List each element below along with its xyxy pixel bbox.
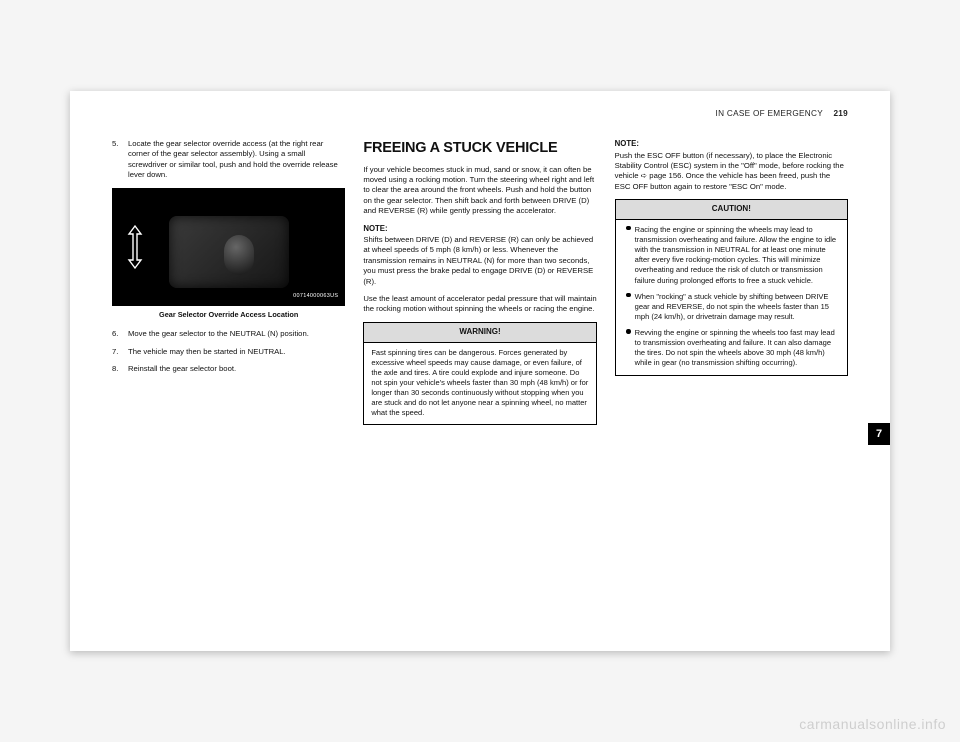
shifter-graphic — [224, 235, 254, 275]
step-text: Move the gear selector to the NEUTRAL (N… — [128, 329, 345, 339]
gear-selector-figure: 00714000063US — [112, 188, 345, 306]
step-5: 5. Locate the gear selector override acc… — [112, 139, 345, 181]
column-3: NOTE: Push the ESC OFF button (if necess… — [615, 139, 848, 579]
bullet-icon — [623, 225, 635, 286]
bullet-icon — [623, 328, 635, 369]
paragraph: If your vehicle becomes stuck in mud, sa… — [363, 165, 596, 217]
chapter-tab: 7 — [868, 423, 890, 445]
note-label: NOTE: — [363, 224, 596, 235]
step-7: 7. The vehicle may then be started in NE… — [112, 347, 345, 357]
caution-item: Revving the engine or spinning the wheel… — [623, 328, 840, 369]
motion-arrow-icon — [124, 222, 146, 272]
caution-item: When "rocking" a stuck vehicle by shifti… — [623, 292, 840, 322]
note-label: NOTE: — [615, 139, 848, 150]
page-number: 219 — [833, 109, 848, 118]
step-text: Reinstall the gear selector boot. — [128, 364, 345, 374]
figure-code: 00714000063US — [290, 292, 341, 301]
caution-text: Racing the engine or spinning the wheels… — [635, 225, 840, 286]
step-text: The vehicle may then be started in NEUTR… — [128, 347, 345, 357]
caution-box: CAUTION! Racing the engine or spinning t… — [615, 199, 848, 375]
step-number: 8. — [112, 364, 128, 374]
step-text: Locate the gear selector override access… — [128, 139, 345, 181]
column-1: 5. Locate the gear selector override acc… — [112, 139, 345, 579]
paragraph: Use the least amount of accelerator peda… — [363, 294, 596, 315]
step-number: 5. — [112, 139, 128, 181]
figure-caption: Gear Selector Override Access Location — [112, 310, 345, 320]
step-number: 6. — [112, 329, 128, 339]
manual-page: IN CASE OF EMERGENCY 219 5. Locate the g… — [70, 91, 890, 651]
caution-item: Racing the engine or spinning the wheels… — [623, 225, 840, 286]
step-number: 7. — [112, 347, 128, 357]
note-text: Shifts between DRIVE (D) and REVERSE (R)… — [363, 235, 596, 287]
steps-list-a: 5. Locate the gear selector override acc… — [112, 139, 345, 181]
caution-header: CAUTION! — [615, 199, 848, 219]
page-header: IN CASE OF EMERGENCY 219 — [716, 109, 848, 118]
bullet-icon — [623, 292, 635, 322]
watermark: carmanualsonline.info — [799, 716, 946, 732]
warning-body: Fast spinning tires can be dangerous. Fo… — [363, 342, 596, 426]
steps-list-b: 6. Move the gear selector to the NEUTRAL… — [112, 329, 345, 374]
section-heading: FREEING A STUCK VEHICLE — [363, 139, 596, 159]
step-8: 8. Reinstall the gear selector boot. — [112, 364, 345, 374]
caution-text: When "rocking" a stuck vehicle by shifti… — [635, 292, 840, 322]
section-title: IN CASE OF EMERGENCY — [716, 109, 823, 118]
column-2: FREEING A STUCK VEHICLE If your vehicle … — [363, 139, 596, 579]
note-text: Push the ESC OFF button (if necessary), … — [615, 151, 848, 193]
content-columns: 5. Locate the gear selector override acc… — [112, 139, 848, 579]
caution-text: Revving the engine or spinning the wheel… — [635, 328, 840, 369]
step-6: 6. Move the gear selector to the NEUTRAL… — [112, 329, 345, 339]
caution-body: Racing the engine or spinning the wheels… — [615, 219, 848, 376]
warning-box: WARNING! Fast spinning tires can be dang… — [363, 322, 596, 426]
warning-header: WARNING! — [363, 322, 596, 342]
page-link[interactable]: ➪ page 156 — [641, 171, 682, 180]
